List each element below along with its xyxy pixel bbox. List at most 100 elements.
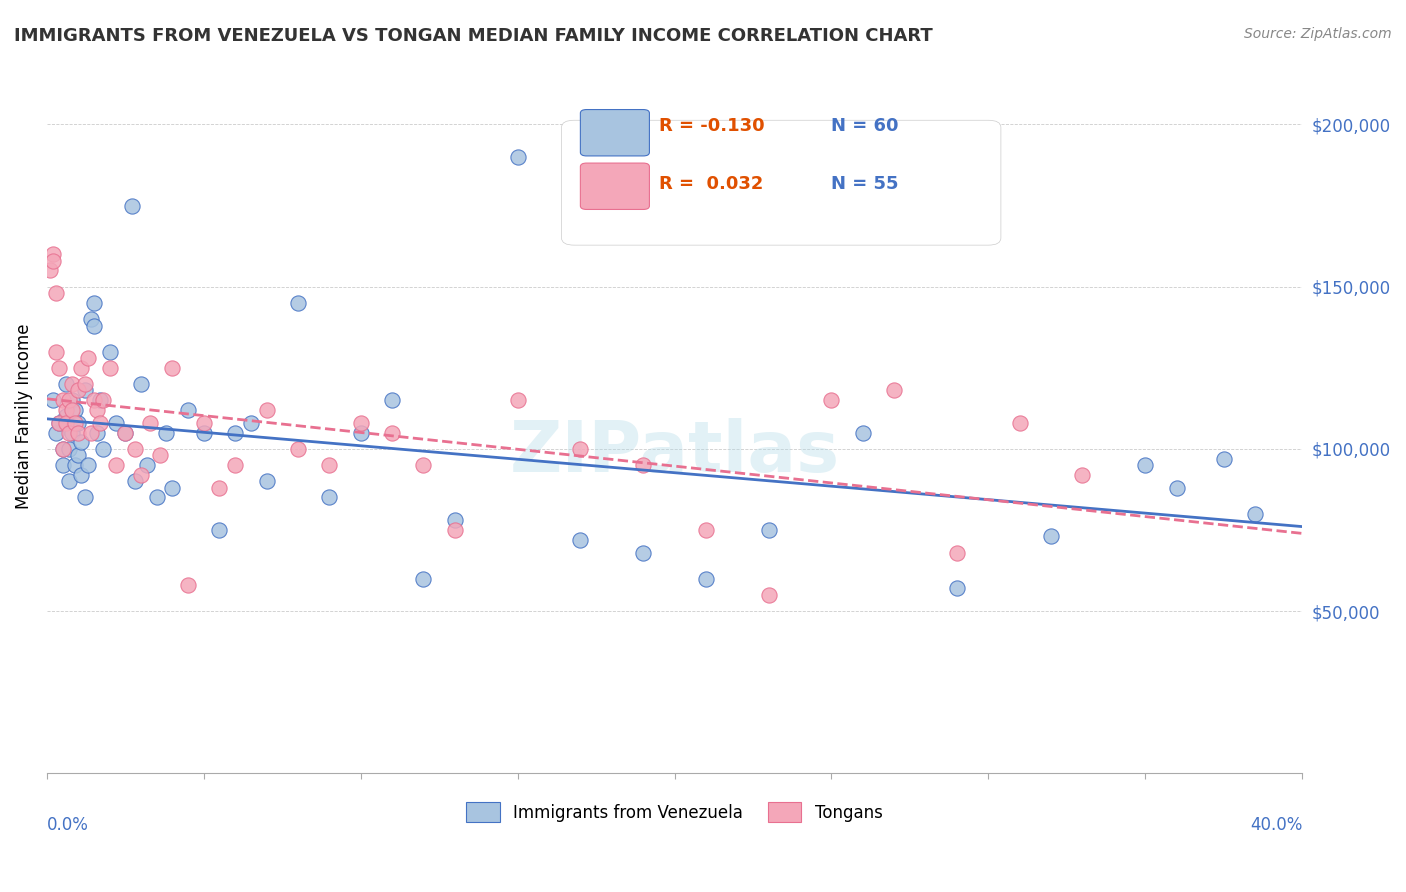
- Text: ZIPatlas: ZIPatlas: [509, 417, 839, 486]
- Point: [55, 409, 77, 424]
- Point: [39, 263, 62, 277]
- Point: [149, 448, 172, 462]
- Point: [67, 425, 90, 440]
- Point: [287, 442, 309, 456]
- Point: [381, 425, 404, 440]
- Point: [45, 344, 67, 359]
- Point: [946, 582, 969, 596]
- Point: [45, 286, 67, 301]
- Point: [114, 425, 136, 440]
- Point: [631, 546, 654, 560]
- Point: [193, 416, 215, 430]
- Text: N = 55: N = 55: [831, 176, 898, 194]
- Point: [42, 393, 65, 408]
- FancyBboxPatch shape: [581, 110, 650, 156]
- Point: [177, 578, 200, 592]
- Point: [758, 588, 780, 602]
- Point: [58, 393, 80, 408]
- Point: [67, 448, 90, 462]
- Point: [506, 150, 529, 164]
- Point: [83, 296, 105, 310]
- Point: [93, 393, 115, 408]
- Point: [52, 393, 75, 408]
- Point: [86, 403, 108, 417]
- Point: [60, 393, 83, 408]
- Point: [121, 198, 143, 212]
- Point: [124, 442, 146, 456]
- Text: Source: ZipAtlas.com: Source: ZipAtlas.com: [1244, 27, 1392, 41]
- Point: [350, 416, 373, 430]
- Point: [695, 572, 717, 586]
- Point: [67, 384, 90, 398]
- Point: [852, 425, 875, 440]
- Point: [318, 458, 340, 472]
- Point: [155, 425, 177, 440]
- Point: [139, 416, 162, 430]
- Point: [1008, 416, 1031, 430]
- Point: [55, 376, 77, 391]
- Point: [177, 403, 200, 417]
- Point: [444, 523, 467, 537]
- FancyBboxPatch shape: [561, 120, 1001, 245]
- Point: [93, 442, 115, 456]
- Text: 0.0%: 0.0%: [46, 816, 89, 834]
- Point: [224, 458, 246, 472]
- Point: [89, 393, 111, 408]
- Point: [412, 572, 434, 586]
- Point: [162, 360, 184, 375]
- Point: [136, 458, 159, 472]
- Text: IMMIGRANTS FROM VENEZUELA VS TONGAN MEDIAN FAMILY INCOME CORRELATION CHART: IMMIGRANTS FROM VENEZUELA VS TONGAN MEDI…: [14, 27, 932, 45]
- Point: [1244, 507, 1267, 521]
- Text: N = 60: N = 60: [831, 117, 898, 135]
- Point: [42, 253, 65, 268]
- Point: [1166, 481, 1188, 495]
- Point: [52, 442, 75, 456]
- Point: [76, 458, 98, 472]
- FancyBboxPatch shape: [581, 163, 650, 210]
- Point: [350, 425, 373, 440]
- Point: [63, 403, 86, 417]
- Point: [1040, 529, 1063, 543]
- Point: [162, 481, 184, 495]
- Point: [60, 425, 83, 440]
- Y-axis label: Median Family Income: Median Family Income: [15, 324, 32, 509]
- Point: [820, 393, 842, 408]
- Point: [48, 416, 70, 430]
- Point: [89, 416, 111, 430]
- Point: [569, 533, 592, 547]
- Point: [60, 376, 83, 391]
- Point: [60, 403, 83, 417]
- Point: [256, 475, 278, 489]
- Point: [70, 360, 93, 375]
- Point: [52, 458, 75, 472]
- Point: [48, 416, 70, 430]
- Point: [67, 416, 90, 430]
- Point: [73, 384, 96, 398]
- Point: [70, 467, 93, 482]
- Point: [104, 458, 127, 472]
- Point: [631, 458, 654, 472]
- Point: [63, 458, 86, 472]
- Point: [52, 442, 75, 456]
- Point: [124, 475, 146, 489]
- Point: [80, 425, 103, 440]
- Point: [946, 546, 969, 560]
- Point: [42, 247, 65, 261]
- Point: [1212, 451, 1234, 466]
- Text: 40.0%: 40.0%: [1250, 816, 1302, 834]
- Point: [76, 351, 98, 365]
- Point: [145, 491, 167, 505]
- Point: [239, 416, 262, 430]
- Point: [381, 393, 404, 408]
- Legend: Immigrants from Venezuela, Tongans: Immigrants from Venezuela, Tongans: [460, 796, 889, 829]
- Point: [506, 393, 529, 408]
- Point: [48, 360, 70, 375]
- Point: [63, 416, 86, 430]
- Point: [1071, 467, 1094, 482]
- Point: [129, 467, 152, 482]
- Point: [695, 523, 717, 537]
- Point: [70, 435, 93, 450]
- Point: [45, 425, 67, 440]
- Point: [412, 458, 434, 472]
- Text: R = -0.130: R = -0.130: [659, 117, 765, 135]
